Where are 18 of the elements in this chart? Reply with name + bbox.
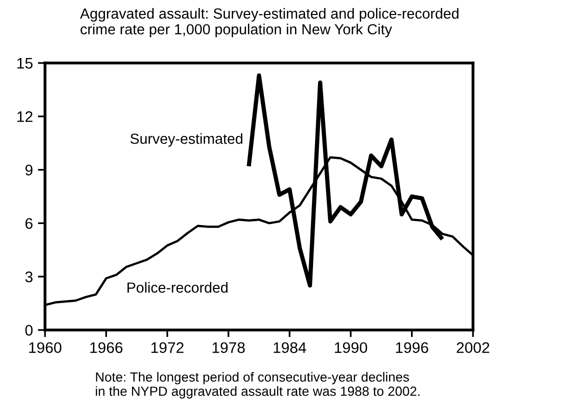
- series-label: Police-recorded: [128, 282, 228, 293]
- x-tick-label: 1972: [151, 342, 184, 354]
- chart-title: Aggravated assault: Survey-estimated and police-recorded crime rate per 1,000 population in New York City: [80, 8, 458, 38]
- x-tick-label: 1960: [29, 342, 62, 354]
- series-label: Survey-estimated: [130, 133, 242, 147]
- y-tick-label: 12: [17, 111, 32, 122]
- x-tick-label: 1978: [212, 342, 245, 354]
- y-tick-label: 6: [25, 218, 33, 229]
- x-tick-label: 1966: [90, 342, 122, 354]
- x-tick-label: 2002: [456, 342, 490, 354]
- x-tick-label: 1984: [274, 342, 306, 354]
- text: Note: The longest period of consecutive-year declines in the NYPD aggravated assault rate was 1988 to 2002.: [96, 372, 420, 399]
- x-tick-label: 1990: [334, 342, 368, 354]
- y-tick-label: 15: [17, 58, 33, 69]
- y-tick-label: 3: [25, 271, 33, 282]
- y-tick-label: 9: [25, 164, 32, 176]
- y-tick-label: 0: [25, 324, 33, 336]
- x-tick-label: 1996: [396, 342, 428, 354]
